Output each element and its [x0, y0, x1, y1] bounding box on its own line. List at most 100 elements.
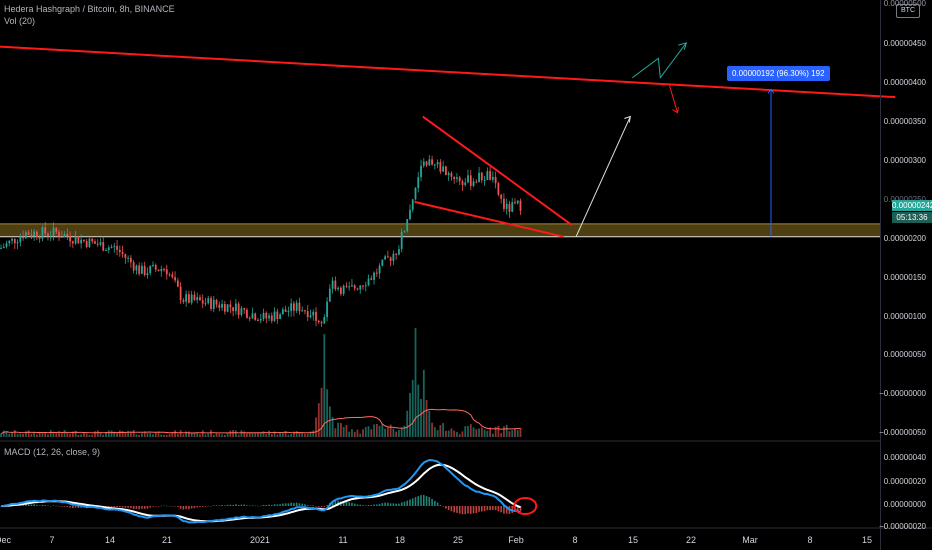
- candle-body: [232, 307, 235, 312]
- candle-body: [317, 320, 320, 323]
- macd-histogram-bar: [392, 503, 395, 506]
- macd-histogram-bar: [224, 505, 226, 506]
- macd-histogram-bar: [201, 506, 204, 507]
- volume-bar: [428, 410, 431, 437]
- candle-body: [420, 165, 422, 178]
- price-axis-label: 0.00000050: [883, 350, 926, 359]
- candle-body: [0, 247, 2, 249]
- candle-body: [270, 315, 273, 321]
- volume-bar: [373, 424, 375, 437]
- candle-body: [163, 269, 165, 271]
- candle-body: [403, 231, 406, 233]
- candle-body: [508, 203, 511, 212]
- candle-body: [315, 311, 317, 321]
- volume-bar: [265, 433, 268, 437]
- volume-bar: [497, 425, 500, 437]
- candle-body: [472, 181, 475, 186]
- volume-bar: [223, 434, 226, 437]
- macd-axis-label: 0.00000020: [883, 477, 926, 486]
- volume-bar: [420, 398, 422, 437]
- candle-body: [259, 319, 262, 321]
- candle-body: [281, 309, 284, 315]
- time-axis-label: 2021: [249, 535, 271, 545]
- macd-histogram-bar: [456, 506, 458, 513]
- volume-bar: [47, 434, 49, 437]
- volume-bar: [469, 424, 472, 437]
- macd-histogram-bar: [497, 506, 500, 512]
- price-axis-label: −0.00000050: [879, 428, 926, 437]
- volume-bar: [301, 432, 304, 437]
- candle-body: [171, 274, 174, 278]
- price-axis-label: 0.00000100: [883, 312, 926, 321]
- candle-body: [160, 269, 163, 272]
- candle-body: [295, 302, 298, 311]
- volume-bar: [342, 427, 345, 437]
- volume-bar: [11, 432, 13, 437]
- volume-bar: [38, 431, 41, 437]
- volume-bar: [306, 433, 309, 437]
- volume-bar: [293, 431, 295, 437]
- volume-bar: [168, 433, 171, 437]
- volume-bar: [0, 433, 2, 437]
- macd-histogram-bar: [44, 505, 47, 506]
- volume-bar: [359, 433, 362, 437]
- volume-bar: [30, 433, 33, 437]
- macd-histogram-bar: [422, 494, 425, 506]
- bearish-rejection-arrowhead: [672, 107, 679, 114]
- candle-body: [246, 309, 248, 318]
- volume-bar: [511, 430, 514, 437]
- macd-histogram-bar: [38, 505, 41, 506]
- price-range-measurement[interactable]: 0.00000192 (96.30%) 192: [727, 66, 830, 81]
- currency-badge[interactable]: BTC: [896, 4, 920, 18]
- candle-body: [337, 287, 340, 290]
- candle-body: [116, 246, 118, 250]
- candle-body: [19, 236, 22, 243]
- volume-bar: [60, 433, 63, 437]
- volume-bar: [110, 430, 113, 437]
- macd-histogram-bar: [492, 506, 494, 510]
- macd-histogram-bar: [124, 506, 127, 508]
- volume-bar: [370, 429, 373, 437]
- volume-bar: [2, 430, 5, 437]
- macd-histogram-bar: [174, 506, 176, 507]
- volume-bar: [389, 424, 392, 437]
- volume-bar: [165, 434, 168, 437]
- candle-body: [91, 238, 94, 242]
- candle-body: [52, 227, 55, 236]
- candle-body: [320, 322, 323, 324]
- candle-body: [306, 311, 309, 318]
- volume-bar: [281, 432, 284, 437]
- macd-histogram-bar: [279, 504, 281, 506]
- volume-bar: [160, 434, 163, 437]
- candle-body: [179, 286, 182, 301]
- candle-body: [248, 317, 251, 319]
- macd-histogram-bar: [143, 506, 146, 509]
- macd-histogram-bar: [262, 504, 265, 506]
- candle-body: [118, 249, 121, 252]
- macd-histogram-bar: [276, 504, 279, 506]
- volume-bar: [422, 369, 425, 437]
- candle-body: [146, 273, 149, 276]
- macd-histogram-bar: [353, 503, 356, 506]
- candle-body: [11, 238, 13, 241]
- time-axis-label: 21: [161, 535, 173, 545]
- candle-body: [262, 312, 265, 320]
- candle-body: [71, 241, 74, 244]
- price-axis-label: 0.00000400: [883, 78, 926, 87]
- volume-bar: [22, 433, 25, 437]
- volume-bar: [348, 431, 351, 437]
- candle-body: [367, 278, 370, 286]
- macd-histogram-bar: [116, 506, 118, 508]
- macd-histogram-bar: [0, 506, 2, 507]
- volume-bar: [491, 433, 494, 437]
- macd-histogram-bar: [33, 504, 35, 506]
- volume-bar: [353, 431, 356, 437]
- bullish-scenario-arrowhead: [678, 42, 688, 50]
- volume-bar: [304, 433, 306, 437]
- macd-histogram-bar: [166, 505, 168, 507]
- chart-title: Hedera Hashgraph / Bitcoin, 8h, BINANCE: [4, 4, 175, 14]
- macd-histogram-bar: [364, 505, 367, 506]
- candle-body: [215, 299, 218, 305]
- macd-histogram-bar: [295, 502, 298, 506]
